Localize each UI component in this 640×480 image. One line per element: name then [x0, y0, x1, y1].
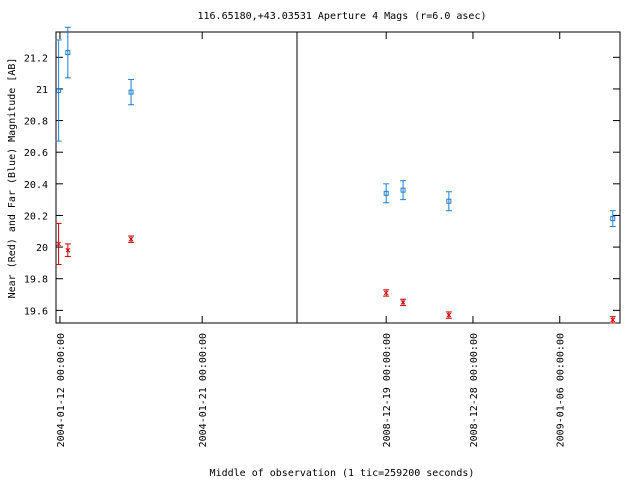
x-tick-label: 2008-12-19 00:00:00 [382, 333, 393, 447]
y-tick-label: 20 [36, 243, 48, 254]
data-point [56, 88, 62, 94]
data-point [383, 290, 389, 296]
x-tick-label: 2009-01-06 00:00:00 [556, 333, 567, 447]
data-point [610, 317, 616, 323]
data-point [400, 300, 406, 305]
chart-title: 116.65180,+43.03531 Aperture 4 Mags (r=6… [198, 11, 487, 22]
plot-frame [55, 31, 621, 324]
data-point [56, 241, 61, 247]
data-point [400, 187, 406, 193]
plot-area: 19.6 19.8 20 20.2 20.4 20.6 20.8 21 21.2 2004-01-… [24, 26, 621, 447]
x-tick-label: 2004-01-21 00:00:00 [198, 333, 209, 447]
data-point [65, 247, 71, 253]
y-tick-label: 20.6 [24, 148, 48, 159]
y-axis-label: Near (Red) and Far (Blue) Magnitude [AB] [7, 58, 18, 299]
data-point [383, 190, 389, 196]
x-tick-label: 2008-12-28 00:00:00 [469, 333, 480, 447]
y-tick-label: 21 [36, 85, 48, 96]
y-tick-label: 19.6 [24, 306, 48, 317]
y-tick-label: 20.2 [24, 211, 48, 222]
data-point [65, 50, 71, 56]
data-point [446, 312, 452, 318]
y-tick-label: 20.8 [24, 117, 48, 128]
y-tick-label: 20.4 [24, 180, 48, 191]
y-tick-label: 19.8 [24, 275, 48, 286]
data-point [446, 198, 452, 204]
data-point [610, 216, 616, 222]
data-point [128, 89, 134, 95]
data-point [128, 236, 134, 242]
x-axis-label: Middle of observation (1 tic=259200 seco… [210, 468, 475, 479]
y-tick-label: 21.2 [24, 53, 48, 64]
x-tick-label: 2004-01-12 00:00:00 [56, 333, 67, 447]
